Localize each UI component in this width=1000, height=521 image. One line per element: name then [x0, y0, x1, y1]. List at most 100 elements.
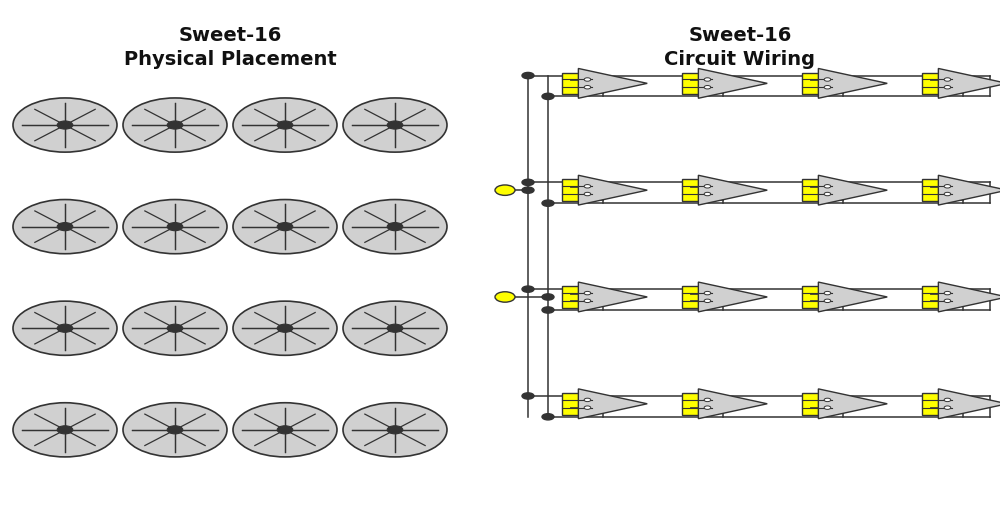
Circle shape — [704, 184, 711, 188]
Circle shape — [57, 426, 73, 434]
Circle shape — [123, 200, 227, 254]
Circle shape — [233, 301, 337, 355]
Circle shape — [123, 98, 227, 152]
Circle shape — [277, 426, 293, 434]
Polygon shape — [818, 389, 887, 419]
Circle shape — [522, 393, 534, 399]
Polygon shape — [818, 282, 887, 312]
Circle shape — [584, 85, 591, 89]
Circle shape — [495, 185, 515, 195]
Circle shape — [704, 299, 711, 303]
Circle shape — [387, 324, 403, 332]
Circle shape — [522, 72, 534, 79]
Circle shape — [522, 179, 534, 185]
Circle shape — [944, 192, 951, 196]
Circle shape — [824, 184, 831, 188]
Circle shape — [123, 301, 227, 355]
Circle shape — [944, 78, 951, 81]
Circle shape — [167, 324, 183, 332]
Circle shape — [944, 184, 951, 188]
Polygon shape — [698, 282, 767, 312]
FancyBboxPatch shape — [922, 286, 952, 308]
Circle shape — [495, 292, 515, 302]
Polygon shape — [818, 175, 887, 205]
FancyBboxPatch shape — [562, 72, 592, 94]
Circle shape — [277, 121, 293, 129]
Text: Sweet-16
Physical Placement: Sweet-16 Physical Placement — [124, 26, 336, 69]
Circle shape — [704, 406, 711, 410]
Circle shape — [944, 85, 951, 89]
Circle shape — [824, 192, 831, 196]
Circle shape — [944, 398, 951, 402]
Polygon shape — [578, 389, 647, 419]
Polygon shape — [938, 389, 1000, 419]
Polygon shape — [578, 282, 647, 312]
Circle shape — [584, 299, 591, 303]
Circle shape — [584, 398, 591, 402]
Circle shape — [233, 403, 337, 457]
Circle shape — [13, 403, 117, 457]
FancyBboxPatch shape — [802, 179, 832, 201]
Circle shape — [522, 187, 534, 193]
Circle shape — [542, 307, 554, 313]
Polygon shape — [698, 68, 767, 98]
Circle shape — [824, 398, 831, 402]
FancyBboxPatch shape — [682, 72, 712, 94]
Circle shape — [57, 222, 73, 231]
Circle shape — [944, 406, 951, 410]
Circle shape — [824, 299, 831, 303]
FancyBboxPatch shape — [922, 393, 952, 415]
Circle shape — [584, 291, 591, 295]
FancyBboxPatch shape — [802, 286, 832, 308]
Circle shape — [233, 200, 337, 254]
Circle shape — [542, 93, 554, 100]
Circle shape — [343, 98, 447, 152]
Polygon shape — [938, 175, 1000, 205]
Circle shape — [57, 324, 73, 332]
Circle shape — [277, 222, 293, 231]
FancyBboxPatch shape — [562, 393, 592, 415]
Circle shape — [704, 398, 711, 402]
Circle shape — [704, 291, 711, 295]
Circle shape — [167, 222, 183, 231]
Circle shape — [542, 200, 554, 206]
Circle shape — [824, 291, 831, 295]
Circle shape — [387, 121, 403, 129]
Polygon shape — [578, 175, 647, 205]
Circle shape — [584, 78, 591, 81]
Circle shape — [824, 78, 831, 81]
FancyBboxPatch shape — [682, 286, 712, 308]
FancyBboxPatch shape — [922, 72, 952, 94]
Circle shape — [584, 184, 591, 188]
Circle shape — [704, 192, 711, 196]
Circle shape — [584, 406, 591, 410]
Circle shape — [824, 406, 831, 410]
FancyBboxPatch shape — [802, 72, 832, 94]
Circle shape — [57, 121, 73, 129]
Circle shape — [387, 222, 403, 231]
Circle shape — [343, 200, 447, 254]
Polygon shape — [698, 175, 767, 205]
Polygon shape — [698, 389, 767, 419]
Polygon shape — [938, 68, 1000, 98]
Circle shape — [277, 324, 293, 332]
Circle shape — [824, 85, 831, 89]
FancyBboxPatch shape — [802, 393, 832, 415]
Circle shape — [167, 121, 183, 129]
FancyBboxPatch shape — [682, 393, 712, 415]
Circle shape — [542, 414, 554, 420]
FancyBboxPatch shape — [922, 179, 952, 201]
Circle shape — [233, 98, 337, 152]
Circle shape — [542, 294, 554, 300]
Circle shape — [944, 291, 951, 295]
Circle shape — [343, 301, 447, 355]
Circle shape — [13, 98, 117, 152]
Circle shape — [704, 85, 711, 89]
Circle shape — [13, 200, 117, 254]
FancyBboxPatch shape — [562, 286, 592, 308]
Circle shape — [13, 301, 117, 355]
Circle shape — [387, 426, 403, 434]
Circle shape — [167, 426, 183, 434]
Polygon shape — [818, 68, 887, 98]
Circle shape — [584, 192, 591, 196]
